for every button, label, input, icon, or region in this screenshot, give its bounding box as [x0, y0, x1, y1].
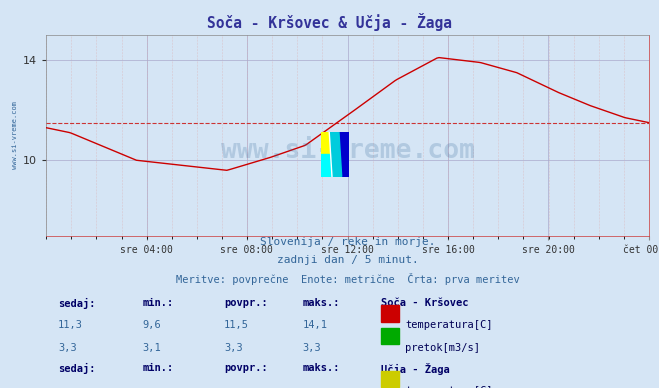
Text: maks.:: maks.: — [302, 363, 340, 373]
Text: Soča - Kršovec & Učja - Žaga: Soča - Kršovec & Učja - Žaga — [207, 13, 452, 31]
Bar — [381, 327, 399, 344]
Text: -nan: -nan — [142, 386, 167, 388]
Text: Učja - Žaga: Učja - Žaga — [381, 363, 449, 375]
Polygon shape — [331, 132, 342, 177]
Bar — [381, 371, 399, 387]
Text: temperatura[C]: temperatura[C] — [405, 386, 492, 388]
Text: temperatura[C]: temperatura[C] — [405, 320, 492, 330]
Polygon shape — [330, 132, 340, 177]
Text: 3,3: 3,3 — [302, 343, 321, 353]
Text: maks.:: maks.: — [302, 298, 340, 308]
Text: -nan: -nan — [58, 386, 83, 388]
Text: Soča - Kršovec: Soča - Kršovec — [381, 298, 469, 308]
Text: sedaj:: sedaj: — [58, 363, 96, 374]
Text: min.:: min.: — [142, 363, 174, 373]
Bar — [321, 154, 335, 177]
Bar — [321, 132, 335, 154]
Text: 9,6: 9,6 — [142, 320, 161, 330]
Text: sedaj:: sedaj: — [58, 298, 96, 309]
Text: 11,5: 11,5 — [224, 320, 249, 330]
Bar — [381, 305, 399, 322]
Text: Meritve: povprečne  Enote: metrične  Črta: prva meritev: Meritve: povprečne Enote: metrične Črta:… — [176, 273, 519, 285]
Text: povpr.:: povpr.: — [224, 363, 268, 373]
Text: povpr.:: povpr.: — [224, 298, 268, 308]
Text: www.si-vreme.com: www.si-vreme.com — [12, 101, 18, 169]
Text: Slovenija / reke in morje.: Slovenija / reke in morje. — [260, 237, 436, 247]
Text: -nan: -nan — [224, 386, 249, 388]
Text: 11,3: 11,3 — [58, 320, 83, 330]
Text: 14,1: 14,1 — [302, 320, 328, 330]
Text: -nan: -nan — [302, 386, 328, 388]
Text: 3,3: 3,3 — [224, 343, 243, 353]
Text: www.si-vreme.com: www.si-vreme.com — [221, 138, 474, 164]
Text: pretok[m3/s]: pretok[m3/s] — [405, 343, 480, 353]
Text: 3,3: 3,3 — [58, 343, 77, 353]
Text: zadnji dan / 5 minut.: zadnji dan / 5 minut. — [277, 255, 418, 265]
Bar — [335, 132, 349, 177]
Text: 3,1: 3,1 — [142, 343, 161, 353]
Text: min.:: min.: — [142, 298, 174, 308]
